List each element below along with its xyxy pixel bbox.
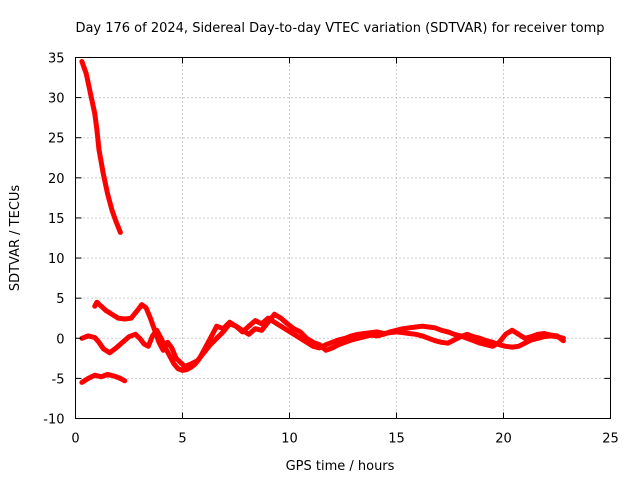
x-tick-label: 15 — [388, 432, 405, 447]
x-tick-label: 10 — [281, 432, 298, 447]
y-tick-label: 25 — [48, 132, 65, 147]
y-axis-label: SDTVAR / TECUs — [8, 185, 23, 292]
y-tick-labels: -10 -5 0 5 10 15 20 25 30 35 — [43, 52, 64, 428]
y-tick-label: 15 — [48, 212, 65, 227]
x-tick-label: 0 — [71, 432, 79, 447]
axis-ticks — [75, 57, 611, 419]
y-tick-label: 5 — [56, 292, 64, 307]
y-tick-label: 30 — [48, 92, 65, 107]
x-tick-labels: 0 5 10 15 20 25 — [71, 432, 618, 447]
y-tick-label: -5 — [52, 372, 65, 387]
chart-title: Day 176 of 2024, Sidereal Day-to-day VTE… — [75, 21, 604, 36]
grid — [75, 57, 611, 419]
x-axis-label: GPS time / hours — [286, 459, 395, 474]
x-tick-label: 5 — [178, 432, 186, 447]
x-tick-label: 25 — [602, 432, 619, 447]
series-line-2 — [79, 371, 128, 385]
y-tick-label: 0 — [56, 332, 64, 347]
y-tick-label: 35 — [48, 52, 65, 67]
y-tick-label: 20 — [48, 172, 65, 187]
x-tick-label: 20 — [495, 432, 512, 447]
plot-frame — [75, 57, 611, 419]
series-line-1 — [79, 59, 123, 235]
series-line-4 — [92, 299, 566, 369]
y-tick-label: -10 — [43, 413, 64, 428]
traces — [79, 59, 566, 385]
y-tick-label: 10 — [48, 252, 65, 267]
